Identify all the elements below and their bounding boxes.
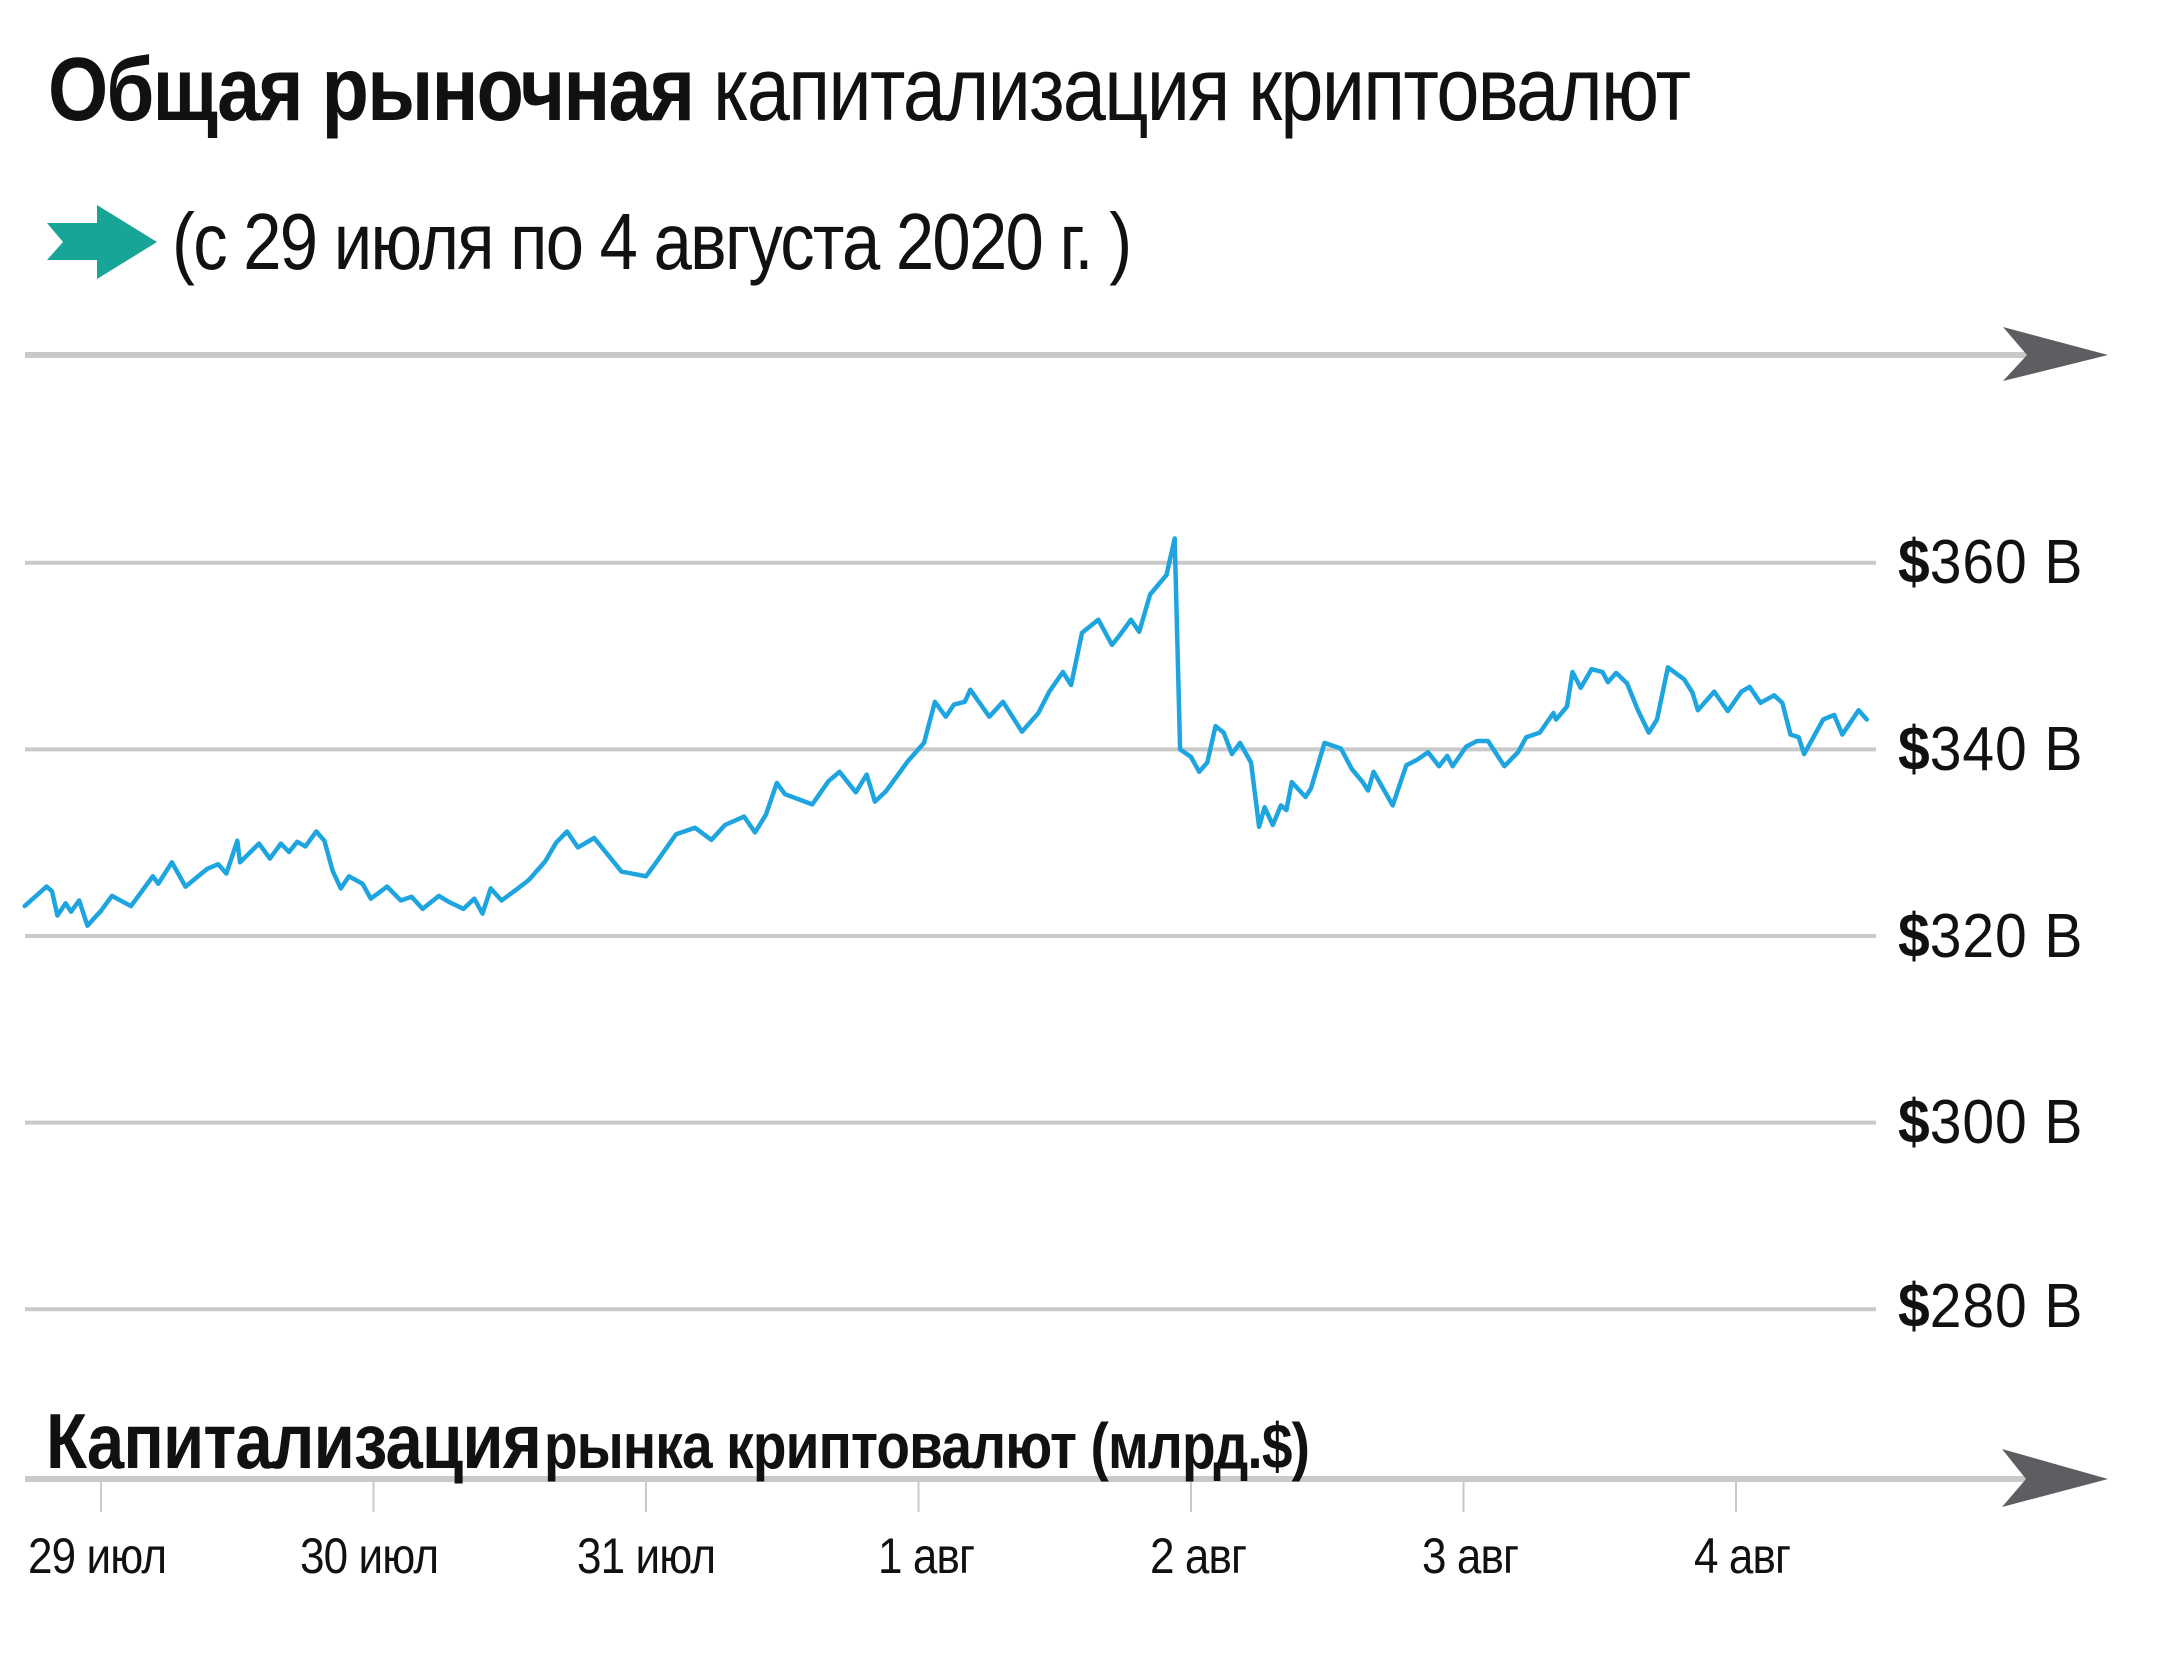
y-label-340: $340 B [1898,719,2083,781]
y-label-amount: 340 B [1929,715,2084,784]
top-axis-arrow-icon [2003,327,2108,381]
y-label-320: $320 B [1898,906,2083,968]
market-cap-line [22,536,1870,928]
y-label-currency: $ [1898,1088,1930,1157]
teal-arrow-icon [47,205,157,279]
y-label-amount: 360 B [1929,528,2084,597]
axis-caption-main: Капитализация [46,1397,542,1485]
y-label-currency: $ [1898,715,1930,784]
chart-subtitle: (с 29 июля по 4 августа 2020 г. ) [172,197,1132,286]
x-label: 29 июл [28,1528,167,1584]
gridlines [25,560,1876,1312]
chart-title-light: капитализация криптовалют [713,40,1691,140]
y-label-amount: 300 B [1929,1088,2084,1157]
x-label: 31 июл [577,1528,716,1584]
x-axis-ticks [100,1479,1737,1512]
bottom-axis-arrow-icon [2002,1449,2108,1507]
x-label: 1 авг [878,1528,975,1584]
y-label-amount: 320 B [1929,902,2084,971]
y-label-280: $280 B [1898,1276,2083,1338]
x-label: 30 июл [300,1528,439,1584]
y-label-300: $300 B [1898,1092,2083,1154]
y-label-currency: $ [1898,528,1930,597]
x-label: 4 авг [1694,1528,1791,1584]
axis-caption: Капитализация рынка криптовалют (млрд.$) [46,1397,1310,1507]
y-label-360: $360 B [1898,532,2083,594]
y-label-currency: $ [1898,902,1930,971]
axis-caption-unit: рынка криптовалют (млрд.$) [544,1410,1310,1482]
x-label: 3 авг [1422,1528,1519,1584]
y-label-amount: 280 B [1929,1272,2084,1341]
x-label: 2 авг [1150,1528,1247,1584]
chart-title-bold: Общая рыночная [48,40,695,140]
chart-title: Общая рыночная капитализация криптовалют [48,40,1691,140]
y-label-currency: $ [1898,1272,1930,1341]
